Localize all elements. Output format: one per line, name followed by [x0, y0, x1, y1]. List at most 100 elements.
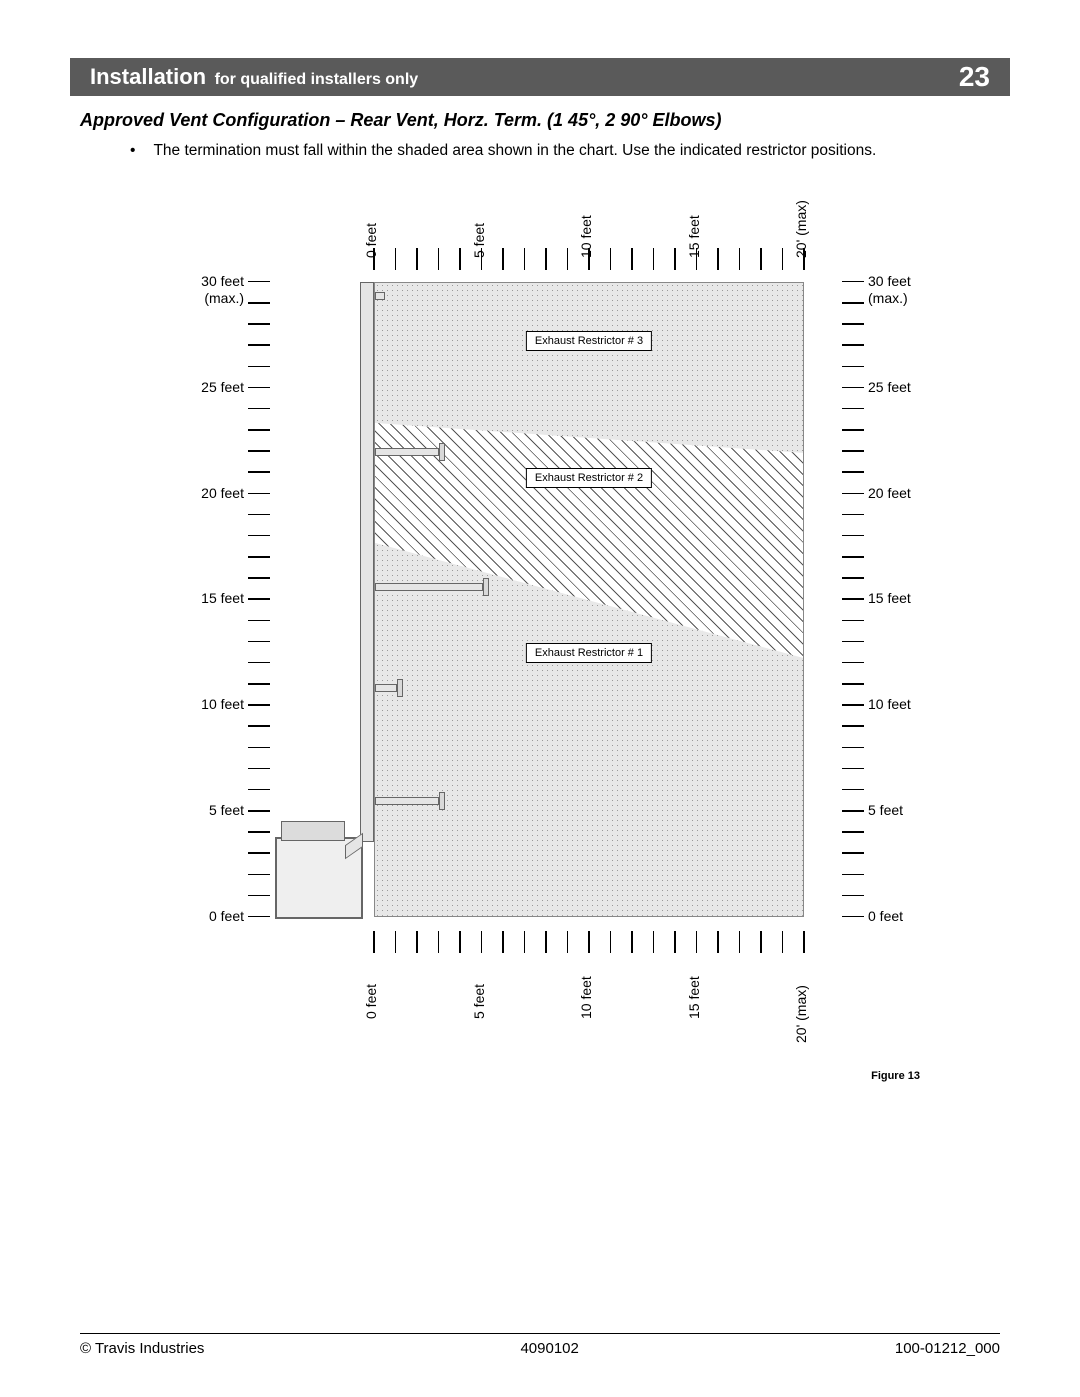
bullet-icon: • [130, 141, 135, 162]
x-axis-label: 15 feet [686, 215, 702, 258]
tick [567, 931, 569, 953]
tick [610, 248, 612, 270]
y-axis-label: 5 feet [868, 802, 903, 818]
tick [674, 931, 676, 953]
tick [588, 931, 590, 953]
tick [760, 931, 762, 953]
pipe-run [375, 684, 397, 692]
tick [610, 931, 612, 953]
tick [248, 577, 270, 579]
tick [248, 916, 270, 918]
tick [438, 931, 440, 953]
tick [782, 248, 784, 270]
tick [842, 641, 864, 643]
x-axis-label: 5 feet [471, 223, 487, 258]
tick [248, 895, 270, 897]
tick [842, 344, 864, 346]
tick [248, 323, 270, 325]
tick [842, 408, 864, 410]
tick [524, 248, 526, 270]
tick [248, 662, 270, 664]
tick [248, 810, 270, 812]
tick [395, 931, 397, 953]
y-axis-label: 25 feet [868, 379, 911, 395]
chart-area: Exhaust Restrictor # 3 Exhaust Restricto… [374, 282, 804, 917]
tick [842, 535, 864, 537]
tick [842, 471, 864, 473]
tick [248, 768, 270, 770]
tick [842, 323, 864, 325]
tick [545, 248, 547, 270]
tick [842, 874, 864, 876]
tick [459, 931, 461, 953]
tick [438, 248, 440, 270]
y-axis-label: 20 feet [868, 485, 911, 501]
tick [416, 248, 418, 270]
header-title: Installation [90, 64, 206, 89]
x-axis-label: 0 feet [363, 984, 379, 1019]
tick [674, 248, 676, 270]
y-axis-label: 0 feet [209, 908, 244, 924]
tick [248, 704, 270, 706]
y-axis-label: 25 feet [201, 379, 244, 395]
y-axis-max-suffix: (max.) [204, 290, 244, 306]
pipe-run [375, 797, 439, 805]
tick [842, 810, 864, 812]
tick [842, 429, 864, 431]
tick [782, 931, 784, 953]
tick [248, 450, 270, 452]
tick [842, 514, 864, 516]
tick [842, 620, 864, 622]
tick [248, 683, 270, 685]
tick [717, 931, 719, 953]
header-bar: Installation for qualified installers on… [70, 58, 1010, 96]
tick [248, 344, 270, 346]
tick [248, 281, 270, 283]
tick [524, 931, 526, 953]
tick [567, 248, 569, 270]
tick [248, 493, 270, 495]
pipe-run [375, 292, 385, 300]
tick [395, 248, 397, 270]
tick [717, 248, 719, 270]
y-axis-label: 30 feet [868, 273, 911, 289]
x-axis-label: 0 feet [363, 223, 379, 258]
tick [842, 598, 864, 600]
tick [248, 408, 270, 410]
tick [760, 248, 762, 270]
header-subtitle: for qualified installers only [215, 71, 419, 88]
tick [842, 704, 864, 706]
tick [696, 931, 698, 953]
tick [248, 302, 270, 304]
pipe-cap [397, 679, 403, 697]
y-axis-label: 30 feet [201, 273, 244, 289]
x-axis-label: 5 feet [471, 984, 487, 1019]
x-axis-label: 20' (max) [793, 985, 809, 1043]
tick [842, 450, 864, 452]
tick [842, 789, 864, 791]
tick [842, 493, 864, 495]
tick [842, 281, 864, 283]
x-axis-label: 10 feet [578, 215, 594, 258]
tick [248, 725, 270, 727]
tick [416, 931, 418, 953]
section-title: Approved Vent Configuration – Rear Vent,… [80, 110, 1000, 131]
tick [631, 931, 633, 953]
tick [248, 366, 270, 368]
tick [653, 931, 655, 953]
tick [545, 931, 547, 953]
tick [481, 931, 483, 953]
tick [842, 683, 864, 685]
y-axis-label: 0 feet [868, 908, 903, 924]
tick [248, 387, 270, 389]
footer-right: 100-01212_000 [895, 1340, 1000, 1357]
x-axis-label: 10 feet [578, 976, 594, 1019]
y-axis-label: 15 feet [201, 590, 244, 606]
header-title-wrap: Installation for qualified installers on… [90, 64, 418, 90]
pipe-rise [360, 282, 374, 842]
pipe-run [375, 583, 483, 591]
tick [653, 248, 655, 270]
y-axis-max-suffix: (max.) [868, 290, 908, 306]
tick [248, 598, 270, 600]
tick [739, 931, 741, 953]
